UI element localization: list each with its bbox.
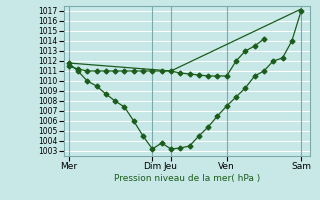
X-axis label: Pression niveau de la mer( hPa ): Pression niveau de la mer( hPa ) <box>114 174 260 183</box>
